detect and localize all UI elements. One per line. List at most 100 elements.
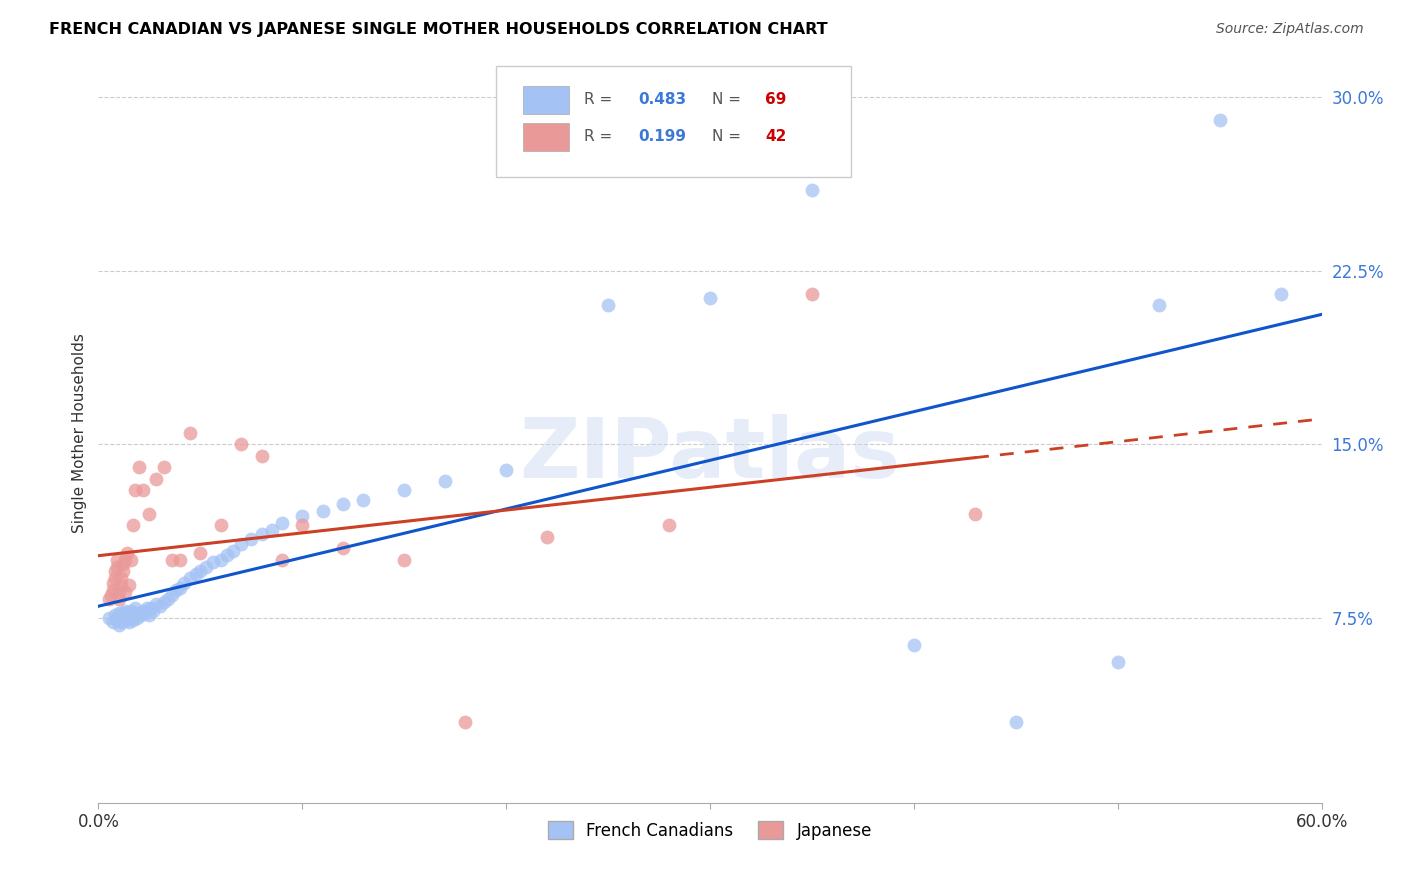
Point (108, 611, 131, 625)
Point (122, 518, 145, 533)
Point (101, 582, 124, 597)
Point (114, 585, 136, 599)
Point (120, 553, 142, 567)
Point (129, 608, 152, 623)
Point (104, 608, 127, 623)
Point (434, 474, 457, 488)
Point (179, 425, 201, 440)
Point (536, 530, 558, 544)
Point (124, 601, 146, 615)
Point (124, 608, 146, 623)
Legend: French Canadians, Japanese: French Canadians, Japanese (541, 814, 879, 847)
Point (114, 604, 136, 618)
FancyBboxPatch shape (523, 123, 569, 152)
Point (145, 472, 167, 486)
Point (231, 536, 253, 550)
Point (101, 576, 124, 591)
Point (1270, 286, 1292, 301)
Text: R =: R = (583, 92, 617, 107)
Text: 42: 42 (765, 129, 786, 144)
Point (110, 571, 132, 585)
Point (105, 553, 128, 567)
Point (115, 606, 138, 620)
Point (118, 578, 141, 592)
Point (1147, 298, 1170, 312)
Point (111, 606, 134, 620)
Point (1004, 714, 1026, 729)
Point (100, 588, 122, 602)
Point (132, 604, 155, 618)
Point (120, 611, 142, 625)
Point (97, 611, 120, 625)
Point (111, 565, 134, 579)
Point (124, 483, 146, 498)
Point (965, 507, 987, 521)
Y-axis label: Single Mother Households: Single Mother Households (72, 333, 87, 533)
Point (142, 604, 165, 618)
Text: Source: ZipAtlas.com: Source: ZipAtlas.com (1216, 22, 1364, 37)
Point (118, 608, 141, 623)
Point (115, 613, 138, 627)
Point (201, 555, 224, 569)
Point (332, 541, 354, 556)
Text: 69: 69 (765, 92, 786, 107)
Text: R =: R = (583, 129, 617, 144)
Point (291, 508, 314, 523)
Point (215, 548, 238, 562)
Point (699, 292, 721, 306)
Point (104, 571, 127, 585)
Point (138, 608, 160, 623)
Point (222, 543, 245, 558)
Point (186, 566, 208, 581)
Point (454, 714, 477, 729)
Point (240, 532, 263, 546)
Point (138, 507, 160, 521)
Point (332, 497, 354, 511)
Point (128, 606, 150, 620)
Point (495, 462, 517, 476)
FancyBboxPatch shape (523, 87, 569, 114)
Point (195, 559, 218, 574)
Text: N =: N = (713, 92, 747, 107)
Point (127, 611, 149, 625)
Point (156, 592, 179, 607)
Point (165, 582, 187, 597)
Point (209, 518, 232, 533)
Point (111, 613, 134, 627)
Point (134, 606, 156, 620)
Point (352, 492, 374, 507)
Point (114, 611, 136, 625)
Text: 0.199: 0.199 (638, 129, 686, 144)
Point (160, 588, 183, 602)
Point (169, 581, 191, 595)
Point (312, 504, 335, 518)
Point (105, 559, 128, 574)
Point (110, 615, 132, 630)
FancyBboxPatch shape (496, 66, 851, 178)
Point (270, 553, 294, 567)
Point (188, 565, 212, 579)
Point (160, 553, 183, 567)
Point (111, 558, 134, 572)
Point (658, 518, 681, 533)
Point (108, 592, 131, 607)
Point (108, 585, 131, 599)
Point (108, 606, 131, 620)
Point (903, 639, 925, 653)
Point (105, 613, 128, 627)
Point (128, 460, 150, 475)
Point (104, 565, 127, 579)
Point (118, 615, 141, 630)
Text: 0.483: 0.483 (638, 92, 686, 107)
Point (801, 183, 824, 197)
Point (152, 594, 174, 608)
Point (114, 553, 136, 567)
Point (392, 553, 416, 567)
Point (598, 298, 620, 312)
Text: ZIPatlas: ZIPatlas (520, 414, 900, 495)
Point (169, 553, 191, 567)
Point (149, 599, 172, 614)
Point (250, 449, 273, 463)
Point (141, 601, 163, 615)
Point (179, 571, 201, 585)
